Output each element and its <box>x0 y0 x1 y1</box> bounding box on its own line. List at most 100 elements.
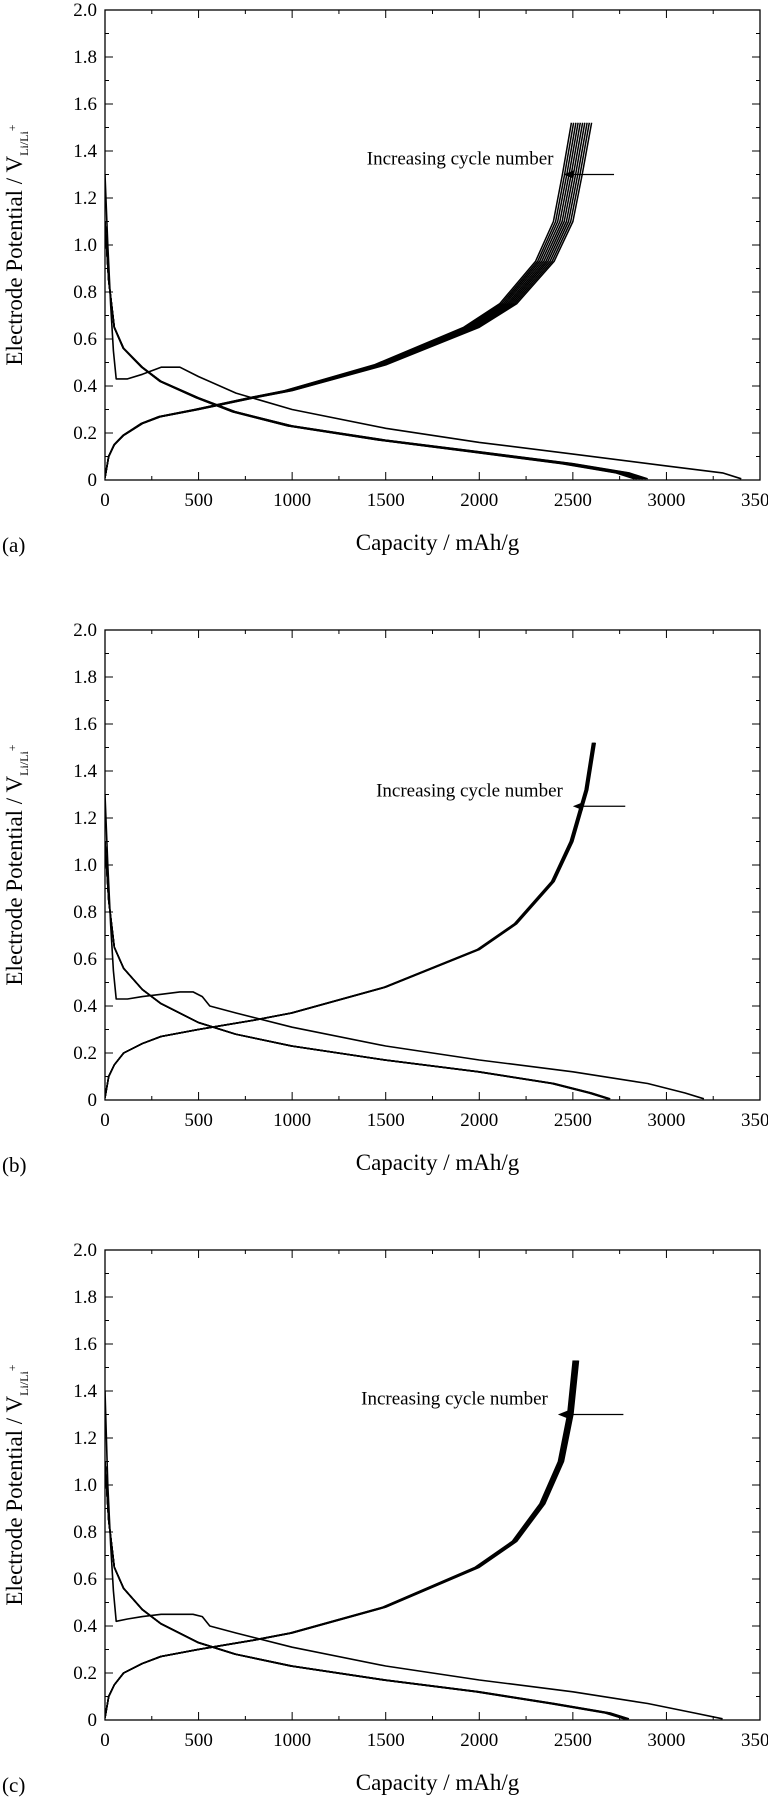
panel-label: (c) <box>2 1773 25 1797</box>
y-tick-label: 1.6 <box>73 714 97 735</box>
x-tick-label: 3000 <box>647 1110 685 1131</box>
annotation-arrow-head <box>572 802 583 811</box>
y-axis-title: Electrode Potential / VLi/Li+ <box>2 1364 31 1605</box>
y-axis-title: Electrode Potential / VLi/Li+ <box>2 124 31 365</box>
y-axis-title-sup: + <box>5 124 19 131</box>
y-tick-label: 0.4 <box>73 996 97 1017</box>
series-discharge-cycles-cycle-5 <box>105 841 609 1100</box>
x-tick-label: 3000 <box>647 490 685 511</box>
y-tick-label: 0 <box>88 1710 98 1731</box>
y-tick-label: 0 <box>88 470 98 491</box>
x-tick-label: 1500 <box>367 1110 405 1131</box>
y-tick-label: 0 <box>88 1090 98 1111</box>
series-charge-cycles-cycle-3 <box>105 1360 578 1718</box>
curves <box>105 1360 723 1720</box>
plot-frame <box>104 9 761 481</box>
x-tick-label: 1000 <box>273 1730 311 1751</box>
y-tick-label: 0.4 <box>73 376 97 397</box>
y-tick-label: 1.4 <box>73 761 97 782</box>
series-first-discharge-cycle-1 <box>105 1390 723 1720</box>
annotation-text: Increasing cycle number <box>361 1389 548 1410</box>
series-discharge-cycles-cycle-2 <box>105 841 610 1100</box>
y-tick-label: 1.0 <box>73 1475 97 1496</box>
x-tick-label: 1000 <box>273 490 311 511</box>
y-tick-label: 0.6 <box>73 1569 97 1590</box>
y-tick-label: 0.4 <box>73 1616 97 1637</box>
x-tick-label: 0 <box>100 490 110 511</box>
y-tick-label: 1.8 <box>73 1287 97 1308</box>
y-tick-label: 1.4 <box>73 141 97 162</box>
panel-label: (b) <box>2 1153 27 1177</box>
series-discharge-cycles-cycle-2 <box>105 1461 629 1720</box>
series-discharge-cycles-cycle-4 <box>105 221 644 480</box>
series-charge-cycles-cycle-10 <box>105 122 573 478</box>
y-tick-label: 0.8 <box>73 282 97 303</box>
series-first-discharge-cycle-1 <box>105 174 742 480</box>
y-tick-label: 0.8 <box>73 902 97 923</box>
y-axis-title-sup: + <box>5 744 19 751</box>
y-axis-title-sub: Li/Li <box>17 751 31 776</box>
x-axis-title: Capacity / mAh/g <box>356 1150 520 1175</box>
y-axis-title-main: Electrode Potential / V <box>2 155 27 365</box>
series-discharge-cycles-cycle-1 <box>105 841 611 1100</box>
y-tick-label: 0.2 <box>73 1663 97 1684</box>
x-tick-label: 2500 <box>554 1730 592 1751</box>
series-discharge-cycles-cycle-6 <box>105 841 608 1100</box>
series-discharge-cycles-cycle-8 <box>105 221 638 480</box>
x-axis-title: Capacity / mAh/g <box>356 530 520 555</box>
series-discharge-cycles-cycle-7 <box>105 221 639 480</box>
y-axis-title-sub: Li/Li <box>17 1371 31 1396</box>
x-tick-label: 3000 <box>647 1730 685 1751</box>
y-tick-label: 1.2 <box>73 188 97 209</box>
plot-frame <box>104 629 761 1101</box>
series-discharge-cycles-cycle-5 <box>105 221 642 480</box>
series-discharge-cycles-cycle-5 <box>105 1461 627 1720</box>
series-discharge-cycles-cycle-3 <box>105 841 610 1100</box>
annotation-arrow-head <box>563 170 574 179</box>
x-tick-label: 500 <box>184 490 213 511</box>
annotation-text: Increasing cycle number <box>376 780 563 801</box>
y-tick-label: 0.6 <box>73 329 97 350</box>
y-tick-label: 1.8 <box>73 47 97 68</box>
x-tick-label: 1500 <box>367 1730 405 1751</box>
x-tick-label: 1000 <box>273 1110 311 1131</box>
y-axis-title: Electrode Potential / VLi/Li+ <box>2 744 31 985</box>
x-tick-label: 2500 <box>554 490 592 511</box>
series-charge-cycles-cycle-6 <box>105 742 594 1098</box>
y-tick-label: 0.2 <box>73 1043 97 1064</box>
y-tick-label: 1.4 <box>73 1381 97 1402</box>
series-discharge-cycles-cycle-4 <box>105 1461 628 1720</box>
y-tick-label: 1.0 <box>73 235 97 256</box>
series-discharge-cycles-cycle-4 <box>105 841 609 1100</box>
x-tick-label: 2000 <box>460 1110 498 1131</box>
y-tick-label: 0.8 <box>73 1522 97 1543</box>
series-charge-cycles-cycle-2 <box>105 1360 579 1718</box>
x-tick-label: 500 <box>184 1110 213 1131</box>
x-tick-label: 0 <box>100 1730 110 1751</box>
curves <box>105 122 742 480</box>
x-tick-label: 0 <box>100 1110 110 1131</box>
series-charge-cycles-cycle-7 <box>105 1360 575 1718</box>
y-tick-label: 2.0 <box>73 620 97 641</box>
y-tick-label: 1.6 <box>73 94 97 115</box>
series-discharge-cycles-cycle-1 <box>105 1461 630 1720</box>
x-tick-label: 2000 <box>460 490 498 511</box>
x-tick-label: 2000 <box>460 1730 498 1751</box>
x-tick-label: 500 <box>184 1730 213 1751</box>
x-tick-label: 2500 <box>554 1110 592 1131</box>
annotation-text: Increasing cycle number <box>367 149 554 170</box>
y-tick-label: 1.6 <box>73 1334 97 1355</box>
y-tick-label: 0.2 <box>73 423 97 444</box>
panel-label: (a) <box>2 533 25 557</box>
y-tick-label: 2.0 <box>73 1240 97 1261</box>
series-discharge-cycles-cycle-8 <box>105 1461 625 1720</box>
x-tick-label: 1500 <box>367 490 405 511</box>
y-tick-label: 1.2 <box>73 1428 97 1449</box>
y-axis-title-sup: + <box>5 1364 19 1371</box>
y-tick-label: 1.0 <box>73 855 97 876</box>
series-charge-cycles-cycle-5 <box>105 1360 577 1718</box>
